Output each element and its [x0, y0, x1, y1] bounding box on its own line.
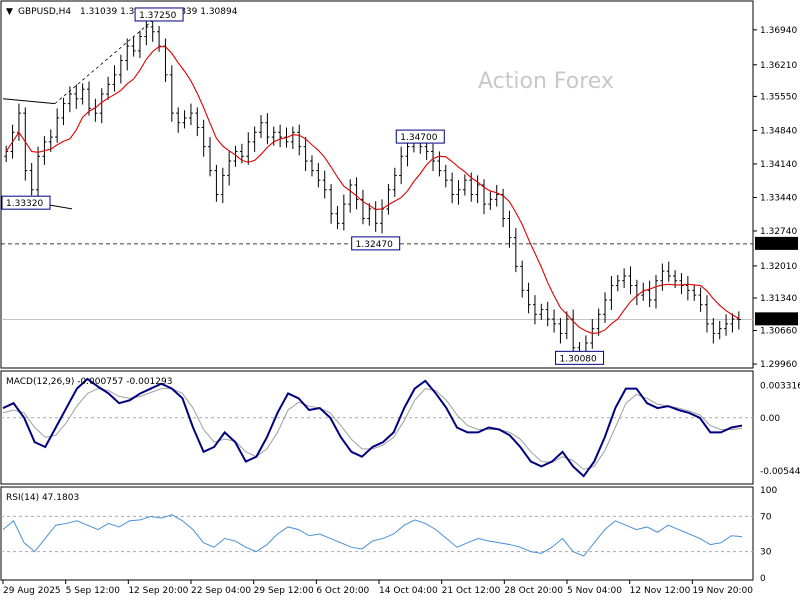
- macd-main-line: [2, 377, 743, 478]
- macd-signal-line: [2, 388, 743, 470]
- level-price-tag-label: 1.32470: [758, 240, 795, 250]
- price-annotation-label: 1.34700: [400, 133, 437, 143]
- price-axis-label: 1.35550: [760, 92, 797, 102]
- rsi-axis-label: 0: [760, 574, 766, 584]
- time-axis-label: 21 Oct 12:00: [442, 586, 501, 596]
- price-annotation-label: 1.30080: [560, 354, 597, 364]
- price-layer: 1.37250 1.34700 1.32470 1.30080 1.33320: [1, 7, 753, 365]
- time-axis-label: 22 Sep 04:00: [191, 586, 251, 596]
- watermark: Action Forex: [478, 69, 614, 94]
- time-axis-label: 19 Nov 20:00: [692, 586, 753, 596]
- current-price-tag-label: 1.30894: [758, 315, 795, 325]
- price-axis-label: 1.34840: [760, 126, 797, 136]
- rsi-panel: [0, 486, 754, 581]
- time-axis-label: 12 Nov 12:00: [630, 586, 691, 596]
- rsi-line: [2, 514, 743, 557]
- axis-layer: 1.36940 1.36210 1.35550 1.34840 1.34140 1.334…: [2, 26, 800, 596]
- price-axis-label: 1.32740: [760, 227, 797, 237]
- symbol-label: GBPUSD,H4: [18, 7, 71, 17]
- rsi-axis-label: 70: [760, 512, 772, 522]
- price-panel: [0, 0, 754, 369]
- price-axis-label: 1.30660: [760, 327, 797, 337]
- time-axis-label: 14 Oct 04:00: [379, 586, 438, 596]
- macd-axis-label: -0.005445: [760, 467, 800, 477]
- macd-panel: [0, 370, 754, 485]
- time-axis-label: 29 Aug 2025: [3, 586, 61, 596]
- price-axis-label: 1.32010: [760, 262, 797, 272]
- price-annotation-label: 1.32470: [356, 240, 393, 250]
- price-annotation-box: [395, 129, 445, 144]
- price-annotation-label: 1.33320: [6, 199, 43, 209]
- channel-top-line: [2, 98, 56, 105]
- price-axis-label: 1.36940: [760, 26, 797, 36]
- moving-average-line: [5, 46, 740, 334]
- rsi-layer: [1, 514, 753, 557]
- price-annotation-box: [1, 195, 51, 210]
- price-axis-label: 1.36210: [760, 61, 797, 71]
- price-annotation-box: [134, 7, 184, 22]
- time-axis-label: 5 Nov 04:00: [567, 586, 622, 596]
- rsi-title: RSI(14) 47.1803: [6, 493, 79, 503]
- macd-axis-label: 0.00: [760, 414, 780, 424]
- time-axis-label: 6 Oct 20:00: [316, 586, 369, 596]
- current-price-tag: [755, 312, 798, 326]
- price-annotation-box: [351, 236, 401, 251]
- dropdown-icon[interactable]: ▼: [6, 7, 13, 17]
- price-annotation-label: 1.37250: [139, 11, 176, 21]
- macd-layer: [1, 377, 753, 478]
- time-axis-label: 28 Oct 20:00: [504, 586, 563, 596]
- rsi-axis-label: 100: [760, 486, 777, 496]
- macd-axis-label: 0.003316: [760, 382, 800, 392]
- trend-projection-line: [54, 14, 160, 104]
- rsi-axis-label: 30: [760, 548, 772, 558]
- macd-title: MACD(12,26,9) -0.000757 -0.001293: [6, 377, 172, 387]
- price-axis-label: 1.29960: [760, 360, 797, 370]
- price-axis-label: 1.34140: [760, 160, 797, 170]
- level-price-tag: [755, 236, 798, 250]
- time-axis-label: 5 Sep 12:00: [66, 586, 121, 596]
- price-axis-label: 1.33440: [760, 193, 797, 203]
- time-axis-label: 12 Sep 20:00: [128, 586, 188, 596]
- price-annotation-box: [555, 350, 605, 365]
- time-axis-label: 29 Sep 12:00: [254, 586, 314, 596]
- price-axis-label: 1.31340: [760, 294, 797, 304]
